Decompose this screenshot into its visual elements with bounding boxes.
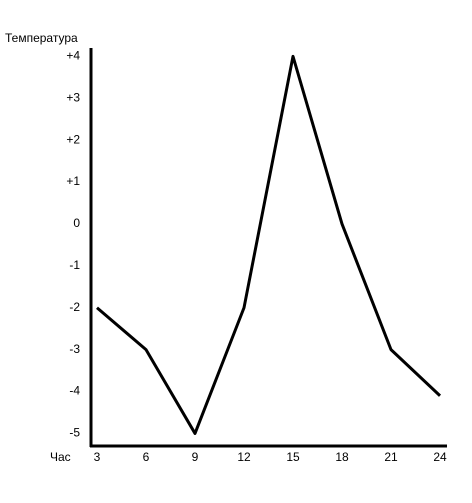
y-tick-label: -4	[69, 384, 80, 398]
x-tick-label: 9	[192, 450, 199, 464]
y-tick-label: +4	[66, 49, 80, 63]
line	[96, 54, 442, 435]
y-tick-label: +1	[66, 174, 80, 188]
y-tick-label: -2	[69, 300, 80, 314]
x-tick-label: 18	[335, 450, 349, 464]
y-tick-label: 0	[73, 216, 80, 230]
x-tick-label: 21	[384, 450, 398, 464]
x-tick-label: 3	[94, 450, 101, 464]
y-tick-label: -3	[69, 342, 80, 356]
x-tick-label: 24	[433, 450, 447, 464]
x-axis-label: Час	[50, 450, 71, 464]
y-tick-label: -5	[69, 426, 80, 440]
x-tick-label: 6	[143, 450, 150, 464]
y-tick-label: -1	[69, 258, 80, 272]
y-axis-label: Температура	[5, 31, 78, 45]
y-tick-label: +2	[66, 132, 80, 146]
x-tick-label: 12	[237, 450, 251, 464]
y-tick-label: +3	[66, 90, 80, 104]
x-tick-label: 15	[286, 450, 300, 464]
